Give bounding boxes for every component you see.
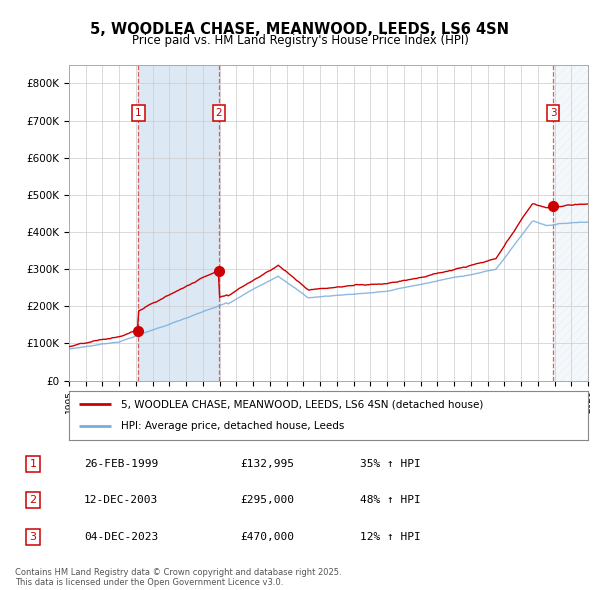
- Text: 2: 2: [215, 108, 222, 118]
- Text: 26-FEB-1999: 26-FEB-1999: [84, 459, 158, 468]
- Text: 1: 1: [29, 459, 37, 468]
- Text: £470,000: £470,000: [240, 532, 294, 542]
- Text: HPI: Average price, detached house, Leeds: HPI: Average price, detached house, Leed…: [121, 421, 344, 431]
- Text: 3: 3: [29, 532, 37, 542]
- Text: 5, WOODLEA CHASE, MEANWOOD, LEEDS, LS6 4SN (detached house): 5, WOODLEA CHASE, MEANWOOD, LEEDS, LS6 4…: [121, 399, 483, 409]
- Bar: [553, 65, 588, 381]
- Text: 12% ↑ HPI: 12% ↑ HPI: [360, 532, 421, 542]
- Text: 04-DEC-2023: 04-DEC-2023: [84, 532, 158, 542]
- Text: Contains HM Land Registry data © Crown copyright and database right 2025.
This d: Contains HM Land Registry data © Crown c…: [15, 568, 341, 587]
- Text: 2: 2: [29, 496, 37, 505]
- Text: 5, WOODLEA CHASE, MEANWOOD, LEEDS, LS6 4SN: 5, WOODLEA CHASE, MEANWOOD, LEEDS, LS6 4…: [91, 22, 509, 37]
- Text: £295,000: £295,000: [240, 496, 294, 505]
- Text: 1: 1: [135, 108, 142, 118]
- Text: 35% ↑ HPI: 35% ↑ HPI: [360, 459, 421, 468]
- Text: 3: 3: [550, 108, 556, 118]
- Bar: [139, 65, 219, 381]
- Text: Price paid vs. HM Land Registry's House Price Index (HPI): Price paid vs. HM Land Registry's House …: [131, 34, 469, 47]
- Text: 48% ↑ HPI: 48% ↑ HPI: [360, 496, 421, 505]
- Text: 12-DEC-2003: 12-DEC-2003: [84, 496, 158, 505]
- Text: £132,995: £132,995: [240, 459, 294, 468]
